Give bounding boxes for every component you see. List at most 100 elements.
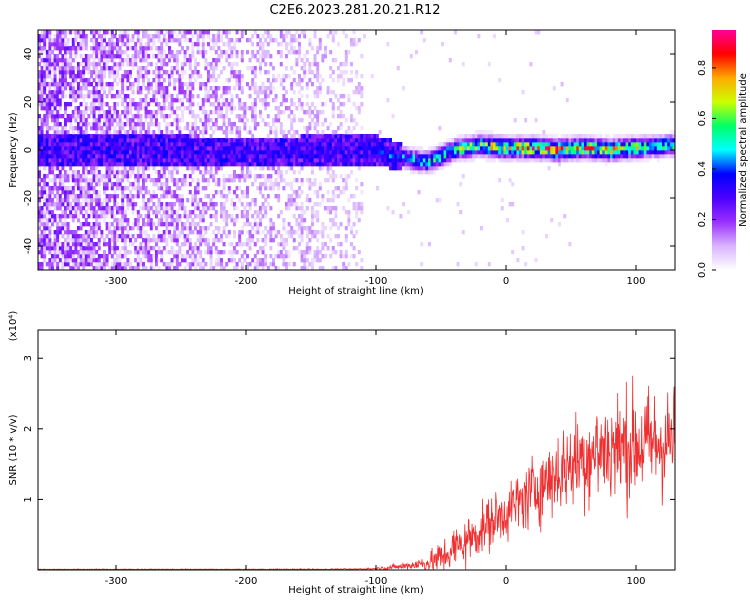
heatmap-cell	[337, 134, 340, 139]
heatmap-cell	[305, 110, 309, 115]
heatmap-cell	[360, 54, 364, 59]
heatmap-cell	[95, 162, 99, 167]
heatmap-cell	[173, 58, 177, 63]
heatmap-cell	[100, 82, 104, 87]
heatmap-cell	[318, 186, 322, 191]
heatmap-cell	[69, 94, 73, 99]
heatmap-cell	[417, 166, 421, 171]
heatmap-cell	[123, 146, 127, 151]
heatmap-cell	[292, 34, 296, 39]
heatmap-cell	[217, 86, 221, 91]
heatmap-cell	[105, 114, 109, 119]
heatmap-cell	[321, 58, 325, 63]
heatmap-cell	[256, 122, 260, 127]
heatmap-cell	[188, 98, 192, 103]
heatmap-cell	[448, 138, 452, 143]
heatmap-cell	[441, 142, 444, 147]
heatmap-cell	[74, 214, 78, 219]
heatmap-cell	[233, 202, 236, 207]
heatmap-cell	[173, 194, 177, 199]
heatmap-cell	[207, 226, 210, 231]
heatmap-cell	[48, 242, 52, 247]
heatmap-cell	[298, 194, 301, 199]
heatmap-cell	[186, 46, 190, 51]
heatmap-cell	[201, 54, 205, 59]
heatmap-cell	[461, 62, 465, 67]
heatmap-cell	[168, 50, 171, 55]
heatmap-cell	[277, 114, 281, 119]
heatmap-cell	[188, 106, 192, 111]
heatmap-cell	[121, 154, 125, 159]
heatmap-cell	[430, 150, 434, 155]
heatmap-cell	[321, 142, 325, 147]
heatmap-cell	[246, 210, 249, 215]
heatmap-cell	[259, 222, 262, 227]
heatmap-cell	[84, 262, 88, 267]
heatmap-cell	[295, 58, 299, 63]
heatmap-cell	[329, 174, 333, 179]
heatmap-cell	[64, 218, 67, 223]
heatmap-cell	[355, 154, 359, 159]
heatmap-cell	[90, 150, 93, 155]
heatmap-cell	[155, 242, 158, 247]
heatmap-cell	[82, 258, 86, 263]
heatmap-cell	[183, 150, 187, 155]
heatmap-cell	[157, 58, 161, 63]
heatmap-cell	[207, 138, 210, 143]
heatmap-cell	[534, 158, 538, 163]
heatmap-cell	[259, 150, 262, 155]
heatmap-cell	[272, 158, 275, 163]
heatmap-cell	[456, 202, 460, 207]
heatmap-cell	[186, 134, 190, 139]
heatmap-cell	[386, 158, 390, 163]
heatmap-cell	[238, 138, 242, 143]
heatmap-cell	[264, 206, 268, 211]
heatmap-cell	[56, 34, 60, 39]
heatmap-cell	[48, 198, 52, 203]
heatmap-cell	[61, 150, 65, 155]
heatmap-cell	[264, 242, 268, 247]
heatmap-cell	[105, 202, 109, 207]
heatmap-cell	[100, 162, 104, 167]
heatmap-cell	[100, 266, 104, 271]
heatmap-cell	[116, 122, 119, 127]
heatmap-cell	[123, 110, 127, 115]
heatmap-cell	[121, 202, 125, 207]
heatmap-cell	[383, 142, 387, 147]
heatmap-cell	[217, 230, 221, 235]
heatmap-cell	[300, 210, 304, 215]
heatmap-cell	[92, 266, 96, 271]
heatmap-cell	[126, 206, 130, 211]
heatmap-cell	[61, 70, 65, 75]
heatmap-cell	[365, 158, 369, 163]
heatmap-cell	[181, 138, 184, 143]
heatmap-cell	[45, 118, 49, 123]
heatmap-cell	[71, 82, 75, 87]
heatmap-cell	[511, 154, 515, 159]
heatmap-cell	[292, 102, 296, 107]
heatmap-cell	[292, 90, 296, 95]
heatmap-cell	[69, 202, 73, 207]
heatmap-cell	[269, 158, 273, 163]
heatmap-cell	[318, 150, 322, 155]
heatmap-cell	[443, 146, 447, 151]
heatmap-cell	[438, 162, 442, 167]
heatmap-cell	[313, 230, 317, 235]
heatmap-cell	[103, 198, 106, 203]
heatmap-cell	[134, 146, 138, 151]
heatmap-cell	[66, 62, 70, 67]
heatmap-cell	[170, 250, 174, 255]
heatmap-cell	[311, 158, 314, 163]
heatmap-cell	[272, 262, 275, 267]
heatmap-cell	[103, 266, 106, 271]
heatmap-cell	[214, 42, 218, 47]
heatmap-cell	[51, 98, 54, 103]
heatmap-cell	[136, 118, 140, 123]
heatmap-cell	[64, 70, 67, 75]
heatmap-cell	[160, 174, 164, 179]
heatmap-cell	[121, 150, 125, 155]
heatmap-cell	[264, 238, 268, 243]
heatmap-cell	[285, 42, 288, 47]
heatmap-cell	[196, 70, 200, 75]
heatmap-cell	[204, 126, 208, 131]
